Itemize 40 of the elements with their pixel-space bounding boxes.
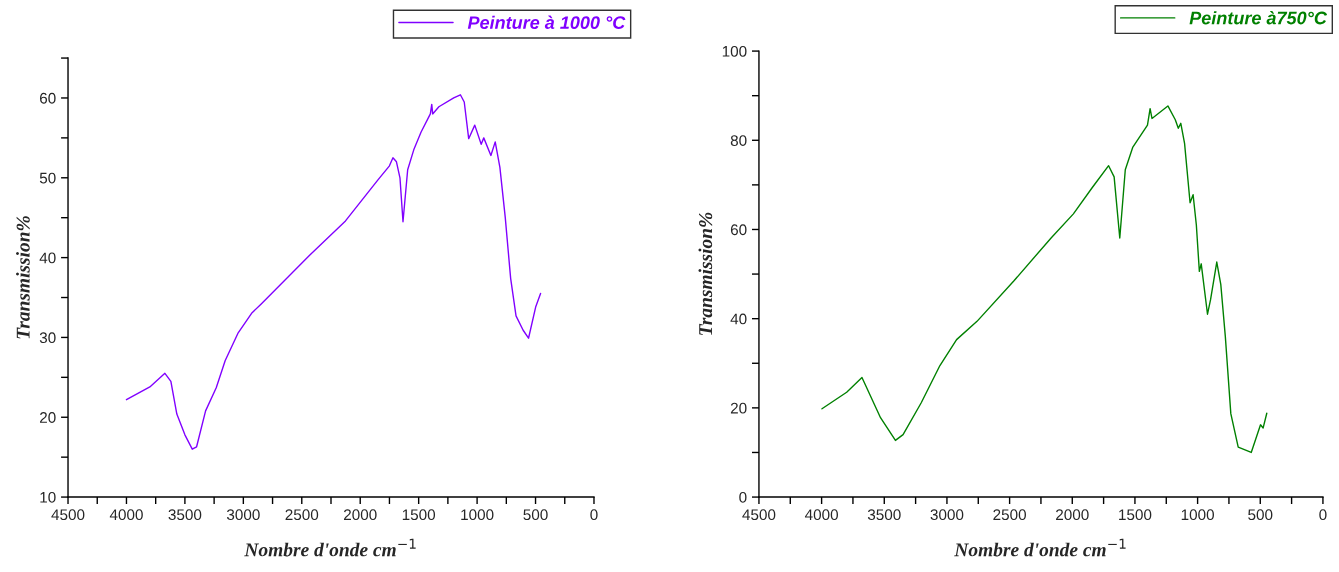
x-tick-label: 2000: [1056, 509, 1089, 521]
y-tick-label: 80: [730, 135, 747, 146]
y-tick-label: 100: [722, 45, 747, 57]
x-tick-label: 0: [1319, 509, 1327, 521]
x-tick-label: 4000: [109, 509, 143, 521]
x-tick-label: 500: [523, 509, 548, 521]
y-tick-label: 30: [39, 332, 56, 344]
y-tick-label: 10: [40, 491, 56, 503]
y-axis-title: Transmission%: [698, 212, 713, 335]
x-tick-label: 1500: [402, 509, 436, 521]
x-tick-label: 2500: [993, 509, 1026, 521]
y-tick-label: 60: [730, 224, 747, 236]
y-tick-label: 40: [730, 313, 747, 325]
x-tick-label: 2500: [285, 509, 319, 521]
x-tick-label: 4000: [804, 509, 839, 521]
x-tick-label: 3500: [168, 509, 202, 521]
legend-label: Peinture à 1000 °C: [467, 15, 626, 29]
y-tick-label: 60: [40, 92, 56, 104]
x-axis-title: Nombre d'onde cm$^{−1}$: [954, 538, 1126, 557]
x-tick-label: 3500: [867, 509, 901, 521]
y-axis-title: Transmission%: [16, 216, 30, 339]
y-tick-label: 20: [730, 402, 747, 414]
x-tick-label: 3000: [930, 509, 964, 521]
y-tick-label: 50: [39, 172, 56, 184]
x-tick-label: 4500: [742, 509, 776, 521]
y-tick-label: 0: [739, 491, 747, 503]
line-series: [821, 105, 1268, 454]
y-tick-label: 40: [39, 252, 56, 264]
x-tick-label: 500: [1248, 509, 1273, 521]
line-series: [125, 94, 542, 450]
x-tick-label: 4500: [51, 509, 85, 521]
x-tick-label: 1000: [1181, 509, 1214, 521]
x-tick-label: 1000: [461, 509, 494, 521]
legend-label: Peinture à750°C: [1189, 10, 1328, 25]
x-axis-title: Nombre d'onde cm$^{−1}$: [244, 538, 416, 557]
x-tick-label: 1500: [1119, 509, 1152, 521]
x-tick-label: 3000: [226, 509, 260, 521]
y-tick-label: 20: [39, 412, 56, 423]
x-tick-label: 0: [590, 509, 598, 521]
x-tick-label: 2000: [344, 509, 377, 521]
